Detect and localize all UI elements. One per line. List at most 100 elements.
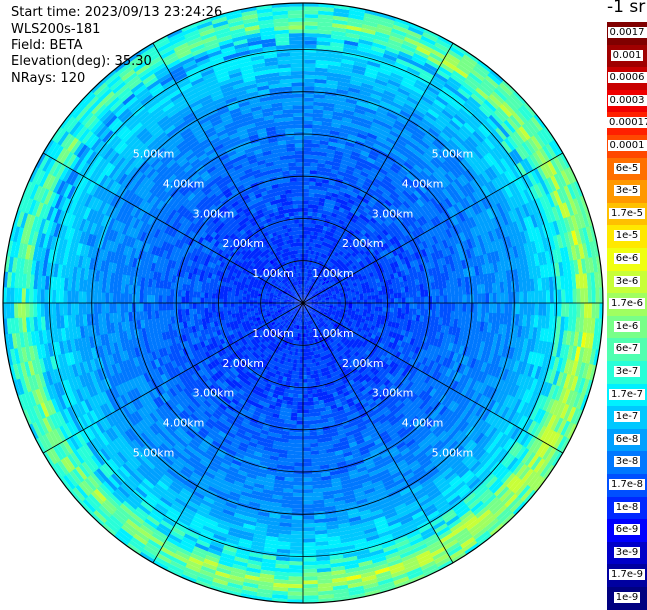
range-gate-cell xyxy=(197,308,201,314)
range-gate-cell xyxy=(413,291,417,298)
range-gate-cell xyxy=(298,379,303,383)
range-gate-cell xyxy=(166,309,170,317)
range-gate-cell xyxy=(382,294,386,299)
range-gate-cell xyxy=(389,289,393,295)
range-gate-cell xyxy=(440,303,444,311)
range-gate-cell xyxy=(303,170,311,174)
range-gate-cell xyxy=(155,294,159,303)
range-gate-cell xyxy=(286,454,295,459)
range-gate-cell xyxy=(455,303,459,312)
range-gate-cell xyxy=(294,447,303,451)
range-gate-cell xyxy=(303,178,310,182)
range-gate-cell xyxy=(205,312,210,318)
range-gate-cell xyxy=(307,394,313,398)
range-gate-cell xyxy=(459,295,463,304)
range-gate-cell xyxy=(295,227,300,231)
range-gate-cell xyxy=(155,310,160,319)
range-gate-cell xyxy=(439,288,443,296)
range-gate-cell xyxy=(219,307,223,312)
range-gate-cell xyxy=(432,289,436,297)
range-gate-cell xyxy=(428,303,432,311)
range-gate-cell xyxy=(297,406,303,410)
range-gate-cell xyxy=(308,405,314,409)
range-gate-cell xyxy=(204,297,208,303)
range-gate-cell xyxy=(181,296,185,303)
range-gate-cell xyxy=(439,310,443,318)
range-gate-cell xyxy=(293,208,299,212)
range-gate-cell xyxy=(287,447,296,452)
range-gate-cell xyxy=(231,299,235,303)
range-gate-cell xyxy=(454,287,458,296)
range-gate-cell xyxy=(288,162,296,166)
range-gate-cell xyxy=(299,261,302,265)
range-gate-cell xyxy=(288,159,297,164)
range-gate-cell xyxy=(288,435,296,439)
range-gate-cell xyxy=(303,162,311,166)
range-gate-cell xyxy=(299,375,303,379)
range-gate-cell xyxy=(294,455,303,459)
range-gate-cell xyxy=(443,288,448,297)
range-gate-cell xyxy=(242,306,246,310)
range-gate-cell xyxy=(398,303,402,309)
range-gate-cell xyxy=(208,312,213,318)
range-gate-cell xyxy=(295,155,304,159)
range-gate-cell xyxy=(306,360,310,364)
range-gate-cell xyxy=(303,212,308,216)
range-gate-cell xyxy=(289,170,297,174)
range-gate-cell xyxy=(310,163,318,167)
range-gate-cell xyxy=(292,200,298,204)
range-gate-cell xyxy=(223,307,227,312)
range-gate-cell xyxy=(227,299,231,303)
range-gate-cell xyxy=(307,379,312,383)
range-gate-cell xyxy=(314,412,321,417)
range-gate-cell xyxy=(404,286,409,293)
range-gate-cell xyxy=(287,151,296,156)
range-gate-cell xyxy=(402,303,406,309)
range-gate-cell xyxy=(288,155,297,160)
range-gate-cell xyxy=(310,170,318,174)
range-gate-cell xyxy=(302,436,310,440)
range-gate-cell xyxy=(308,417,315,421)
range-gate-cell xyxy=(163,287,167,295)
range-gate-cell xyxy=(286,197,293,202)
range-gate-cell xyxy=(303,231,307,235)
range-gate-cell xyxy=(298,390,303,394)
range-gate-cell xyxy=(297,402,303,406)
range-gate-cell xyxy=(451,295,455,304)
range-gate-cell xyxy=(166,302,170,310)
range-gate-cell xyxy=(246,306,250,310)
range-gate-cell xyxy=(360,297,364,301)
range-gate-cell xyxy=(302,447,311,451)
range-gate-cell xyxy=(290,416,297,420)
range-gate-cell xyxy=(295,444,303,448)
range-gate-cell xyxy=(189,308,193,315)
range-gate-cell xyxy=(155,302,159,311)
range-gate-cell xyxy=(303,185,310,189)
range-gate-cell xyxy=(308,401,314,405)
range-gate-cell xyxy=(413,303,417,310)
range-gate-cell xyxy=(285,190,292,195)
range-gate-cell xyxy=(307,390,313,394)
range-gate-cell xyxy=(294,212,300,216)
range-gate-cell xyxy=(200,297,204,303)
range-gate-cell xyxy=(303,143,312,147)
range-gate-cell xyxy=(341,299,345,302)
range-gate-cell xyxy=(309,432,317,436)
range-gate-cell xyxy=(305,352,308,356)
range-gate-cell xyxy=(151,286,156,295)
range-gate-cell xyxy=(298,383,303,387)
range-gate-cell xyxy=(432,303,436,311)
range-gate-cell xyxy=(295,151,304,155)
range-gate-cell xyxy=(416,309,420,316)
range-gate-cell xyxy=(394,293,398,299)
range-gate-cell xyxy=(312,393,318,398)
range-gate-cell xyxy=(451,303,455,312)
range-gate-cell xyxy=(310,166,318,170)
range-gate-cell xyxy=(306,371,310,375)
range-gate-cell xyxy=(303,200,309,204)
range-gate-cell xyxy=(311,382,316,386)
range-gate-cell xyxy=(368,303,372,307)
range-gate-cell xyxy=(193,314,198,321)
range-gate-cell xyxy=(451,287,456,296)
range-gate-cell xyxy=(432,310,436,318)
